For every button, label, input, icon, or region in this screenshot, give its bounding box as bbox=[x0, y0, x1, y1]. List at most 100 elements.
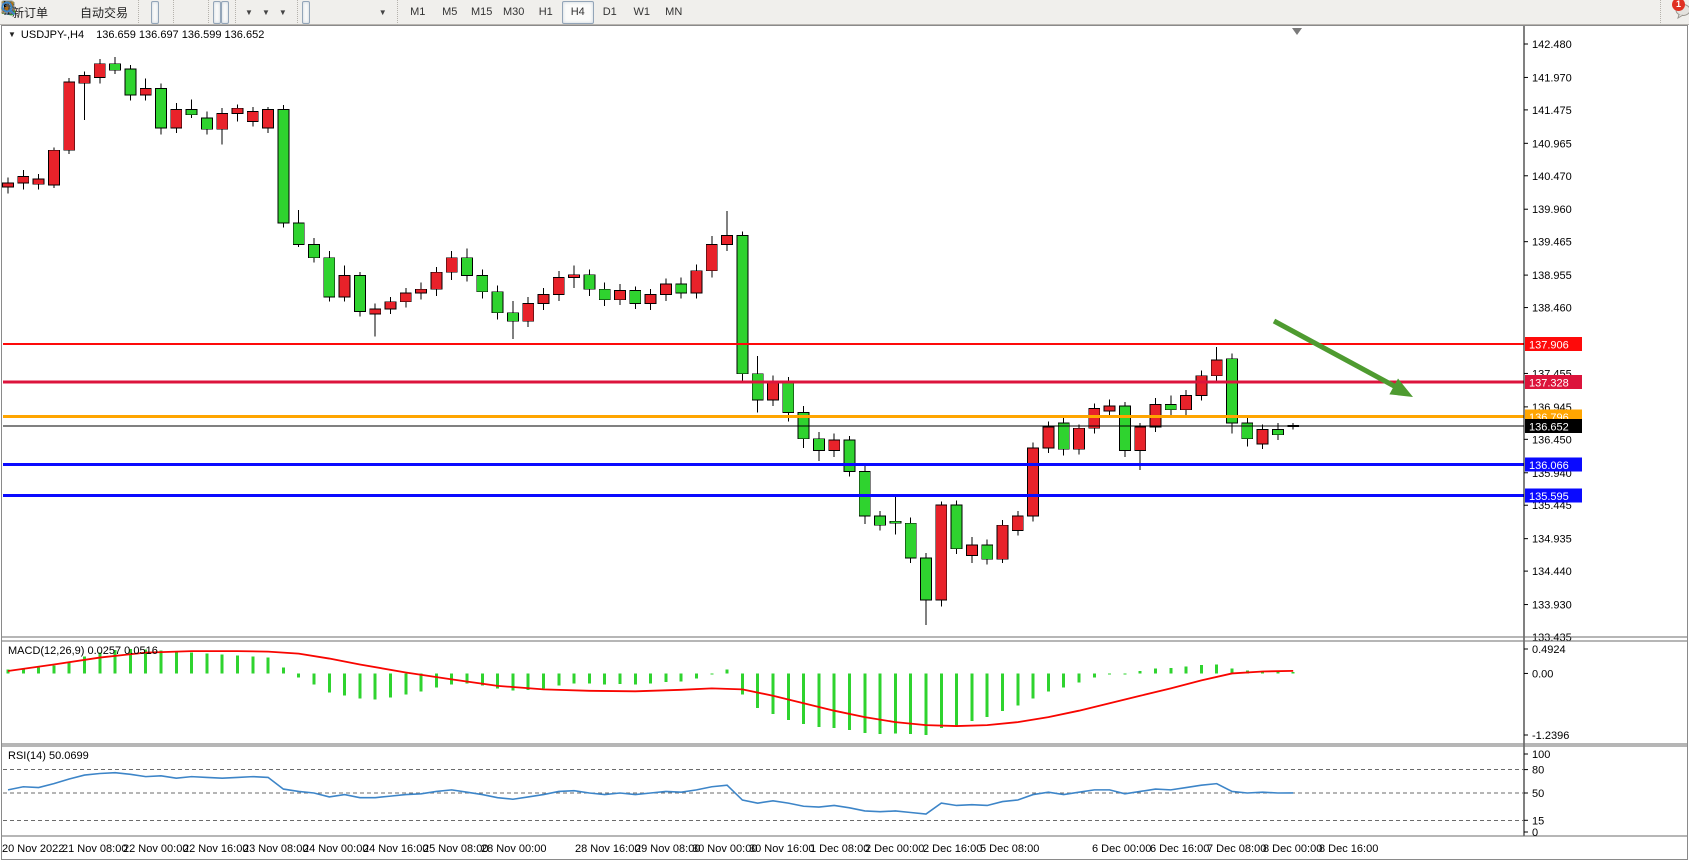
macd-histogram-bar bbox=[297, 673, 301, 678]
trend-arrow-head[interactable] bbox=[1389, 378, 1413, 397]
add-indicator-button[interactable]: ▼ bbox=[1, 1, 257, 24]
price-line-badge-label: 136.066 bbox=[1529, 460, 1569, 472]
time-axis-label[interactable]: 29 Nov 08:00 bbox=[635, 843, 700, 855]
candlestick-chart-button[interactable] bbox=[2, 0, 160, 24]
horizontal-line-button[interactable] bbox=[2, 1, 334, 24]
candle-body bbox=[1210, 359, 1223, 377]
arrows-button[interactable]: ▼ bbox=[2, 1, 391, 24]
candle-body bbox=[353, 275, 366, 312]
candle-body bbox=[78, 75, 91, 84]
chart-canvas[interactable]: 142.480 141.970 141.475 140.965 140.470 139.9… bbox=[0, 25, 1689, 861]
timeframe-button-w1[interactable]: W1 bbox=[633, 6, 650, 18]
price-line-badge-label: 136.652 bbox=[1529, 422, 1569, 434]
price-line-badge bbox=[1525, 336, 1582, 351]
bar-chart-button[interactable] bbox=[2, 1, 151, 24]
market-watch-button[interactable] bbox=[1, 1, 68, 24]
text-label-button[interactable]: T bbox=[1, 1, 374, 24]
time-axis-label[interactable]: 5 Dec 08:00 bbox=[980, 843, 1039, 855]
new-order-label: 新订单 bbox=[12, 5, 49, 20]
macd-histogram-bar bbox=[373, 673, 377, 700]
timeframe-button-m30[interactable]: M30 bbox=[503, 6, 525, 18]
macd-histogram-bar bbox=[664, 673, 668, 682]
timeframe-button-h4[interactable]: H4 bbox=[561, 0, 594, 24]
timeframe-button-m5[interactable]: M5 bbox=[442, 6, 458, 18]
rsi-axis-label: 0 bbox=[1532, 827, 1538, 839]
toolbar-group-standard: 新订单 bbox=[1, 0, 136, 25]
notifications-button[interactable]: 1 bbox=[1672, 0, 1689, 24]
macd-histogram-bar bbox=[220, 654, 224, 674]
candle-body bbox=[904, 522, 917, 559]
time-axis-label[interactable]: 24 Nov 16:00 bbox=[363, 843, 428, 855]
crosshair-button[interactable] bbox=[2, 1, 318, 24]
time-axis-label[interactable]: 30 Nov 00:00 bbox=[692, 843, 757, 855]
price-axis-label: 140.965 bbox=[1532, 138, 1572, 150]
line-chart-button[interactable] bbox=[1, 1, 167, 24]
time-axis-label[interactable]: 25 Nov 08:00 bbox=[423, 843, 488, 855]
price-axis-label: 133.435 bbox=[1532, 632, 1572, 644]
time-axis-label[interactable]: 22 Nov 16:00 bbox=[183, 843, 248, 855]
zoom-in-button[interactable] bbox=[2, 1, 186, 24]
macd-histogram-bar bbox=[970, 673, 974, 722]
price-line-badge bbox=[1525, 457, 1582, 472]
time-axis-label[interactable]: 22 Nov 00:00 bbox=[123, 843, 188, 855]
cursor-button[interactable] bbox=[4, 0, 310, 24]
trendline-button[interactable] bbox=[2, 1, 342, 24]
signals-button[interactable] bbox=[1, 1, 76, 24]
timeframe-button-d1[interactable]: D1 bbox=[602, 6, 617, 18]
time-axis-label[interactable]: 24 Nov 00:00 bbox=[303, 843, 368, 855]
candle-body bbox=[660, 283, 672, 295]
text-button[interactable]: A bbox=[4, 1, 366, 24]
candle-body bbox=[124, 68, 137, 96]
macd-histogram-bar bbox=[419, 673, 423, 692]
chart-shift-button[interactable] bbox=[2, 0, 230, 24]
fibonacci-button[interactable]: F bbox=[2, 1, 358, 24]
timeframe-button-h1[interactable]: H1 bbox=[538, 6, 553, 18]
quotes-button[interactable] bbox=[1, 1, 60, 24]
macd-histogram-bar bbox=[52, 665, 56, 674]
macd-histogram-bar bbox=[128, 649, 132, 674]
candle-body bbox=[1103, 405, 1116, 412]
tile-windows-button[interactable] bbox=[2, 1, 202, 24]
timeframe-button-m1[interactable]: M1 bbox=[410, 6, 426, 18]
macd-histogram-bar bbox=[985, 673, 989, 718]
templates-button[interactable]: ▼ bbox=[1, 1, 291, 24]
rsi-axis-label: 50 bbox=[1532, 788, 1544, 800]
time-axis-label[interactable]: 28 Nov 00:00 bbox=[481, 843, 546, 855]
time-axis-label[interactable]: 2 Dec 00:00 bbox=[865, 843, 924, 855]
macd-histogram-bar bbox=[802, 673, 806, 725]
time-axis-label[interactable]: 8 Dec 16:00 bbox=[1319, 843, 1378, 855]
periods-button[interactable]: ▼ bbox=[1, 1, 274, 24]
zoom-out-button[interactable] bbox=[2, 1, 194, 24]
time-axis-label[interactable]: 21 Nov 08:00 bbox=[62, 843, 127, 855]
time-axis-label[interactable]: 7 Dec 08:00 bbox=[1207, 843, 1266, 855]
time-axis-label[interactable]: 6 Dec 00:00 bbox=[1092, 843, 1151, 855]
auto-scroll-button[interactable] bbox=[2, 0, 222, 24]
candle-body bbox=[767, 381, 779, 401]
time-axis-label[interactable]: 23 Nov 08:00 bbox=[243, 843, 308, 855]
time-axis-label[interactable]: 28 Nov 16:00 bbox=[575, 843, 640, 855]
macd-histogram-bar bbox=[740, 673, 744, 695]
timeframe-button-m15[interactable]: M15 bbox=[471, 6, 493, 18]
macd-histogram-bar bbox=[1230, 668, 1234, 674]
timeframe-button-mn[interactable]: MN bbox=[665, 6, 683, 18]
macd-histogram-bar bbox=[434, 673, 438, 688]
price-line-badge bbox=[1525, 419, 1582, 434]
time-axis-label[interactable]: 6 Dec 16:00 bbox=[1150, 843, 1209, 855]
equidistant-channel-button[interactable]: E bbox=[1, 1, 350, 24]
time-axis-label[interactable]: 20 Nov 2022 bbox=[2, 843, 64, 855]
search-button[interactable] bbox=[1, 1, 1673, 24]
vertical-line-button[interactable] bbox=[7, 1, 326, 24]
time-axis-label[interactable]: 30 Nov 16:00 bbox=[749, 843, 814, 855]
candle-body bbox=[338, 275, 351, 298]
time-axis-label[interactable]: 1 Dec 08:00 bbox=[810, 843, 869, 855]
toolbar-group-objects: E F A T bbox=[1, 0, 395, 25]
time-axis-label[interactable]: 2 Dec 16:00 bbox=[923, 843, 982, 855]
candle-body bbox=[491, 291, 504, 314]
trend-arrow-object[interactable] bbox=[1272, 318, 1398, 390]
price-line-badge-label: 135.595 bbox=[1529, 491, 1569, 503]
macd-histogram-bar bbox=[1046, 673, 1050, 692]
candle-body bbox=[950, 504, 963, 550]
price-axis-label: 134.440 bbox=[1532, 566, 1572, 578]
time-axis-label[interactable]: 8 Dec 00:00 bbox=[1263, 843, 1322, 855]
autotrading-button[interactable]: 自动交易 bbox=[1, 1, 132, 24]
